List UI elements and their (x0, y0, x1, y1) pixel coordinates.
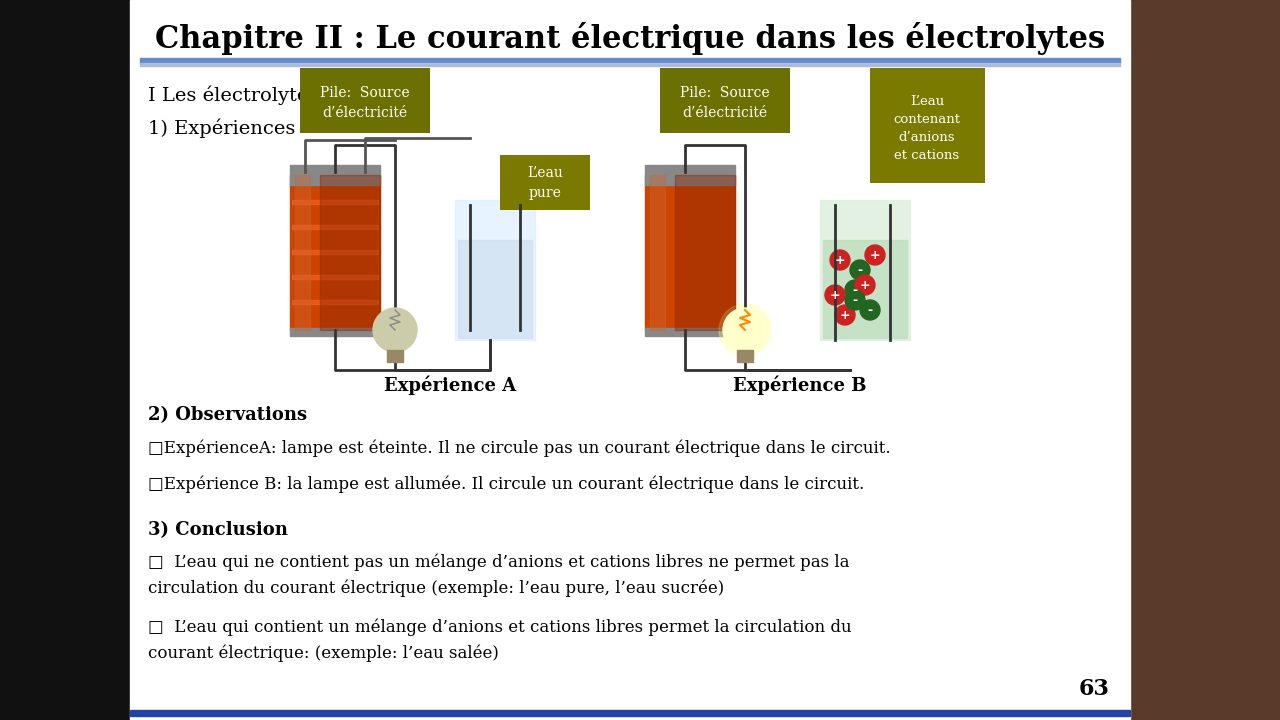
Circle shape (835, 305, 855, 325)
Circle shape (865, 245, 884, 265)
Circle shape (719, 304, 771, 356)
Bar (131, 710, 1130, 716)
Bar (131, 0, 1130, 720)
Bar (823, 240, 908, 338)
Bar (650, 175, 666, 330)
Circle shape (372, 308, 417, 352)
Text: Pile:  Source
d’électricité: Pile: Source d’électricité (680, 86, 769, 120)
Text: -: - (858, 264, 863, 276)
Text: Expérience A: Expérience A (384, 375, 516, 395)
Bar (140, 58, 1120, 63)
Text: +: + (829, 289, 840, 302)
Circle shape (829, 250, 850, 270)
Text: +: + (835, 253, 845, 266)
Text: □Expérience B: la lampe est allumée. Il circule un courant électrique dans le ci: □Expérience B: la lampe est allumée. Il … (148, 475, 864, 492)
FancyBboxPatch shape (500, 155, 590, 210)
Text: I Les électrolytes: I Les électrolytes (148, 85, 319, 104)
Bar (675, 175, 735, 330)
Text: 63: 63 (1079, 678, 1110, 700)
Bar (292, 225, 378, 229)
Text: Pile:  Source
d’électricité: Pile: Source d’électricité (320, 86, 410, 120)
Text: -: - (852, 284, 858, 297)
Text: L’eau
contenant
d’anions
et cations: L’eau contenant d’anions et cations (893, 94, 960, 161)
FancyBboxPatch shape (300, 68, 430, 133)
Bar (820, 200, 910, 340)
Circle shape (845, 280, 865, 300)
Text: Expérience B: Expérience B (733, 375, 867, 395)
Bar (320, 175, 380, 330)
Text: -: - (868, 304, 873, 317)
Bar (292, 300, 378, 304)
Text: 3) Conclusion: 3) Conclusion (148, 521, 288, 539)
Bar (0, 0, 131, 720)
Bar (645, 165, 735, 185)
Text: +: + (840, 308, 850, 322)
Bar (291, 165, 380, 185)
Text: 2) Observations: 2) Observations (148, 406, 307, 424)
Bar (387, 350, 403, 362)
Text: 1) Expériences: 1) Expériences (148, 118, 296, 138)
Bar (737, 350, 753, 362)
Bar (291, 175, 380, 330)
Bar (294, 175, 310, 330)
FancyBboxPatch shape (660, 68, 790, 133)
Circle shape (850, 260, 870, 280)
Bar (291, 328, 380, 336)
Bar (645, 328, 735, 336)
Bar (458, 240, 532, 338)
Bar (1130, 0, 1280, 720)
Bar (140, 63, 1120, 66)
Circle shape (855, 275, 876, 295)
FancyBboxPatch shape (870, 68, 986, 183)
Bar (292, 200, 378, 204)
Bar (454, 200, 535, 340)
Text: □  L’eau qui ne contient pas un mélange d’anions et cations libres ne permet pas: □ L’eau qui ne contient pas un mélange d… (148, 554, 850, 597)
Text: L’eau
pure: L’eau pure (527, 166, 563, 199)
Text: +: + (869, 248, 881, 261)
Text: -: - (852, 294, 858, 307)
Circle shape (826, 285, 845, 305)
Bar (292, 275, 378, 279)
Circle shape (860, 300, 881, 320)
Text: □ExpérienceA: lampe est éteinte. Il ne circule pas un courant électrique dans le: □ExpérienceA: lampe est éteinte. Il ne c… (148, 439, 891, 456)
Text: +: + (860, 279, 870, 292)
Bar (292, 250, 378, 254)
Text: Chapitre II : Le courant électrique dans les électrolytes: Chapitre II : Le courant électrique dans… (155, 22, 1105, 55)
Circle shape (845, 290, 865, 310)
Bar (645, 175, 735, 330)
Text: □  L’eau qui contient un mélange d’anions et cations libres permet la circulatio: □ L’eau qui contient un mélange d’anions… (148, 618, 851, 662)
Circle shape (723, 308, 767, 352)
